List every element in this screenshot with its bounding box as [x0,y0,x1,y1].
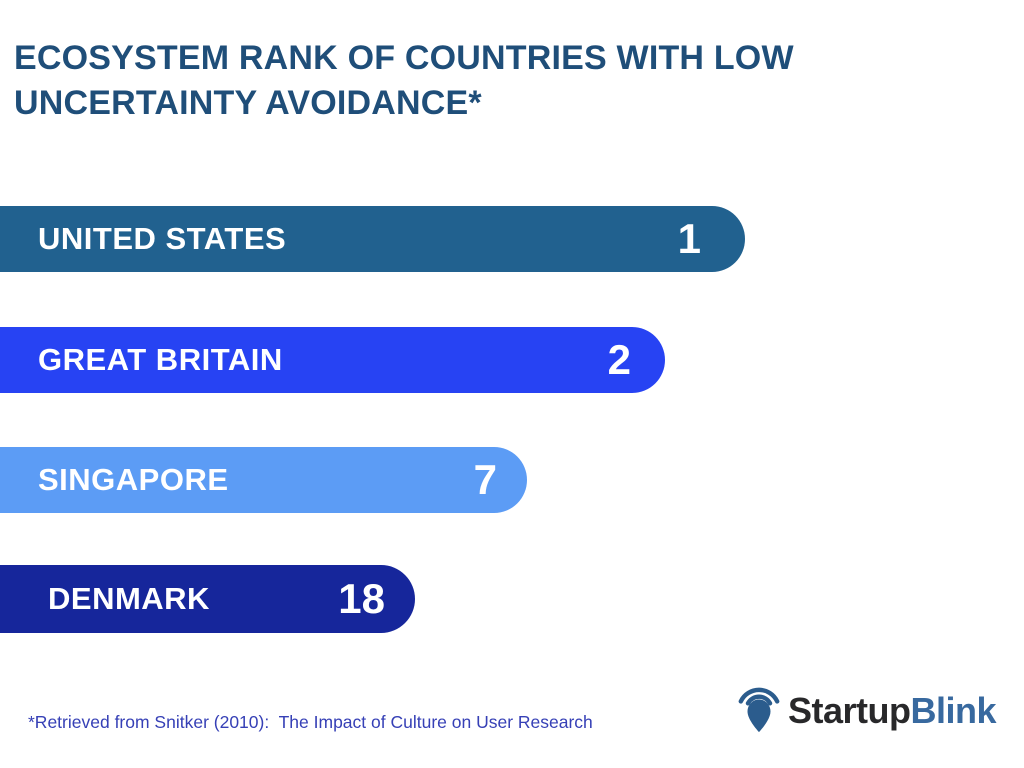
startupblink-logo: StartupBlink [736,682,996,740]
source-footnote: *Retrieved from Snitker (2010): The Impa… [28,712,593,732]
bar-row-singapore: SINGAPORE 7 [0,447,527,513]
bar-country-label: UNITED STATES [38,221,287,256]
bar-rank-value: 1 [677,215,701,262]
bar-row-united-states: UNITED STATES 1 [0,206,745,272]
bar-country-label: SINGAPORE [38,462,229,497]
chart-title-line-2: UNCERTAINTY AVOIDANCE* [14,84,482,122]
logo-wordmark: StartupBlink [787,690,997,732]
bar-country-label: DENMARK [48,581,210,616]
bar-country-label: GREAT BRITAIN [38,342,283,377]
chart-title-line-1: ECOSYSTEM RANK OF COUNTRIES WITH LOW [14,39,794,77]
bar-rank-value: 2 [607,336,631,383]
logo-text-blink: Blink [910,690,996,731]
logo-text-startup: Startup [787,690,911,731]
map-pin-icon [738,687,780,733]
bar-rank-value: 7 [473,456,497,503]
bar-row-great-britain: GREAT BRITAIN 2 [0,327,665,393]
bar-row-denmark: DENMARK 18 [0,565,415,633]
bar-rank-value: 18 [338,575,385,622]
chart-title: ECOSYSTEM RANK OF COUNTRIES WITH LOW UNC… [14,36,794,126]
